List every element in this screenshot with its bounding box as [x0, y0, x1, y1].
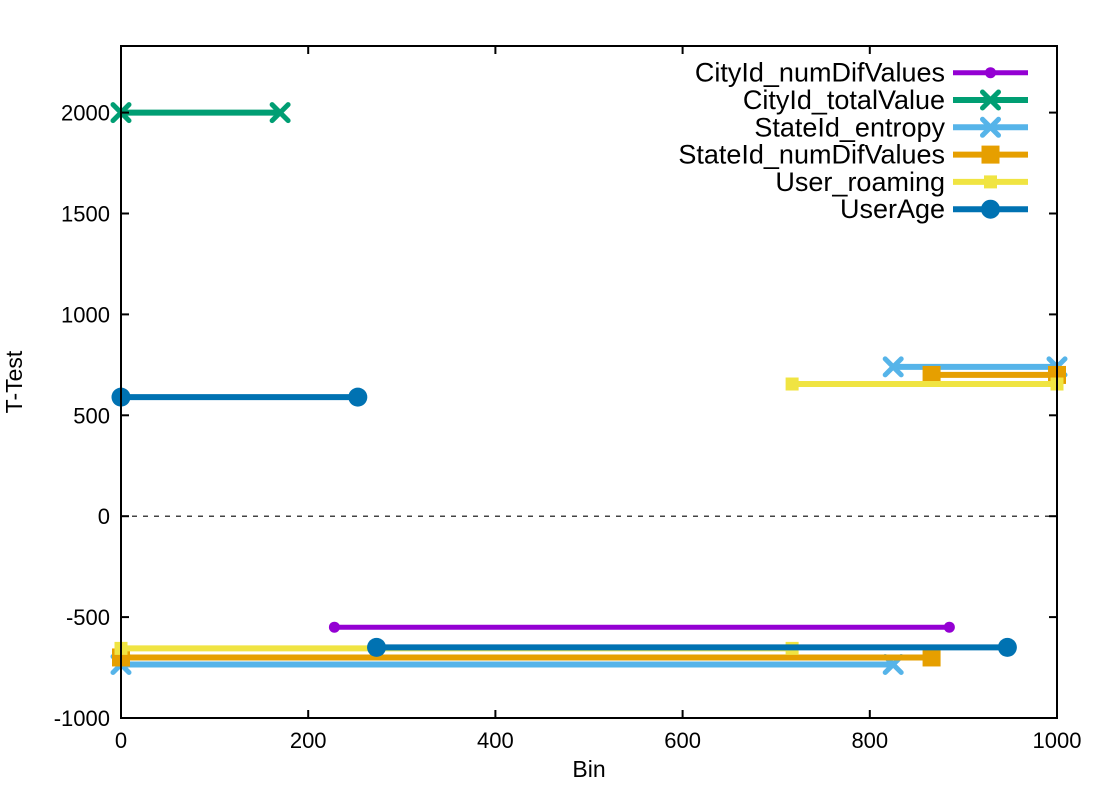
series-CityId_numDifValues	[328, 621, 955, 633]
StateId_entropy-marker	[882, 356, 904, 378]
StateId_numDifValues-marker	[922, 648, 941, 667]
StateId_numDifValues-marker	[922, 365, 941, 384]
legend-label: User_roaming	[775, 167, 945, 197]
series-StateId_entropy	[110, 356, 1068, 676]
axes-layer	[120, 45, 1058, 719]
y-tick-label: 2000	[61, 101, 110, 126]
legend-label: CityId_numDifValues	[695, 58, 945, 88]
y-tick-label: 0	[98, 504, 110, 529]
x-tick-label: 400	[477, 728, 514, 753]
legend-item-CityId_numDifValues: CityId_numDifValues	[695, 58, 1028, 88]
x-tick-label: 600	[664, 728, 701, 753]
User_roaming-legend-marker	[984, 175, 997, 189]
legend-label: CityId_totalValue	[743, 85, 945, 115]
User_roaming-marker	[785, 377, 799, 391]
x-tick-label: 0	[115, 728, 127, 753]
x-tick-label: 200	[290, 728, 327, 753]
CityId_numDifValues-marker	[943, 621, 955, 633]
UserAge-marker	[348, 387, 368, 407]
UserAge-marker	[367, 637, 387, 657]
y-tick-label: -500	[66, 605, 110, 630]
x-tick-label: 1000	[1033, 728, 1082, 753]
y-tick-label: 1000	[61, 302, 110, 327]
UserAge-legend-marker	[981, 199, 1000, 219]
legend-item-StateId_numDifValues: StateId_numDifValues	[678, 140, 1028, 170]
legend-label: UserAge	[840, 194, 945, 224]
CityId_numDifValues-marker	[328, 621, 340, 633]
legend-label: StateId_numDifValues	[678, 140, 945, 170]
y-tick-label: -1000	[54, 706, 110, 731]
legend-item-UserAge: UserAge	[840, 194, 1028, 224]
legend-item-StateId_entropy: StateId_entropy	[754, 112, 1028, 142]
plot-border	[120, 45, 1058, 719]
x-tick-label: 800	[851, 728, 888, 753]
StateId_numDifValues-legend-marker	[981, 145, 1000, 164]
legend: CityId_numDifValuesCityId_totalValueStat…	[678, 58, 1028, 224]
CityId_numDifValues-legend-marker	[985, 67, 996, 79]
StateId_entropy-legend-marker	[980, 116, 1001, 138]
y-tick-label: 500	[73, 403, 110, 428]
tick-label-layer: 0 200 400 600 800 1000 -1000 -500 0 500 1000 1500 20…	[54, 101, 1082, 753]
CityId_totalValue-legend-marker	[980, 89, 1001, 111]
CityId_totalValue-marker	[269, 102, 291, 124]
x-axis-title: Bin	[572, 756, 605, 782]
UserAge-marker	[997, 637, 1017, 657]
legend-item-User_roaming: User_roaming	[775, 167, 1028, 197]
y-axis-title: T-Test	[1, 350, 27, 413]
legend-item-CityId_totalValue: CityId_totalValue	[743, 85, 1028, 115]
series-layer	[110, 102, 1068, 676]
y-tick-label: 1500	[61, 201, 110, 226]
legend-label: StateId_entropy	[754, 112, 945, 142]
